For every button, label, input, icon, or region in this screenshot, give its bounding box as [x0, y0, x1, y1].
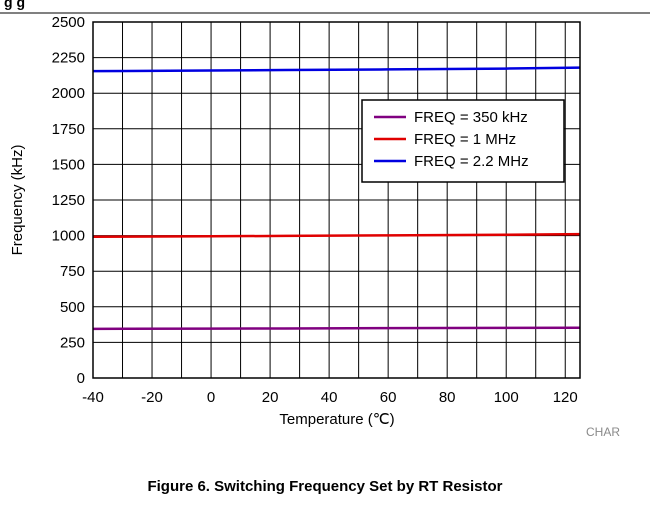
x-tick-label: 20 [262, 389, 279, 406]
x-tick-label: 0 [207, 389, 215, 406]
tick-labels: -40 -20 0 20 40 60 80 100 120 0 250 500 750 1000 1250 1… [52, 14, 578, 406]
legend-label: FREQ = 1 MHz [414, 131, 516, 148]
y-tick-label: 250 [60, 334, 85, 351]
y-axis-label: Frequency (kHz) [9, 145, 26, 256]
legend-label: FREQ = 350 kHz [414, 109, 528, 126]
x-tick-label: -40 [82, 389, 104, 406]
y-tick-label: 500 [60, 299, 85, 316]
y-tick-label: 1500 [52, 156, 85, 173]
x-tick-label: -20 [141, 389, 163, 406]
watermark-label: CHAR [586, 425, 620, 439]
figure-caption: Figure 6. Switching Frequency Set by RT … [147, 478, 503, 495]
y-tick-label: 2250 [52, 50, 85, 67]
series-layer [92, 66, 581, 331]
y-tick-label: 0 [77, 370, 85, 387]
y-tick-label: 2000 [52, 85, 85, 102]
y-tick-label: 1750 [52, 121, 85, 138]
legend: FREQ = 350 kHz FREQ = 1 MHz FREQ = 2.2 MHz [361, 99, 565, 183]
page-header-fragment: g g [4, 0, 25, 10]
series-line [92, 232, 581, 238]
frequency-chart: -40 -20 0 20 40 60 80 100 120 0 250 500 750 1000 1250 1… [0, 12, 650, 439]
plot-frame [92, 21, 581, 379]
series-line [92, 326, 581, 331]
legend-box [361, 99, 565, 183]
grid [93, 22, 580, 378]
x-axis-label: Temperature (℃) [279, 411, 394, 428]
legend-label: FREQ = 2.2 MHz [414, 153, 529, 170]
x-tick-label: 60 [380, 389, 397, 406]
x-tick-label: 80 [439, 389, 456, 406]
y-tick-label: 1000 [52, 228, 85, 245]
x-tick-label: 100 [494, 389, 519, 406]
series-line [92, 66, 581, 73]
y-tick-label: 2500 [52, 14, 85, 31]
y-tick-label: 750 [60, 263, 85, 280]
y-tick-label: 1250 [52, 192, 85, 209]
x-tick-label: 40 [321, 389, 338, 406]
x-tick-label: 120 [553, 389, 578, 406]
